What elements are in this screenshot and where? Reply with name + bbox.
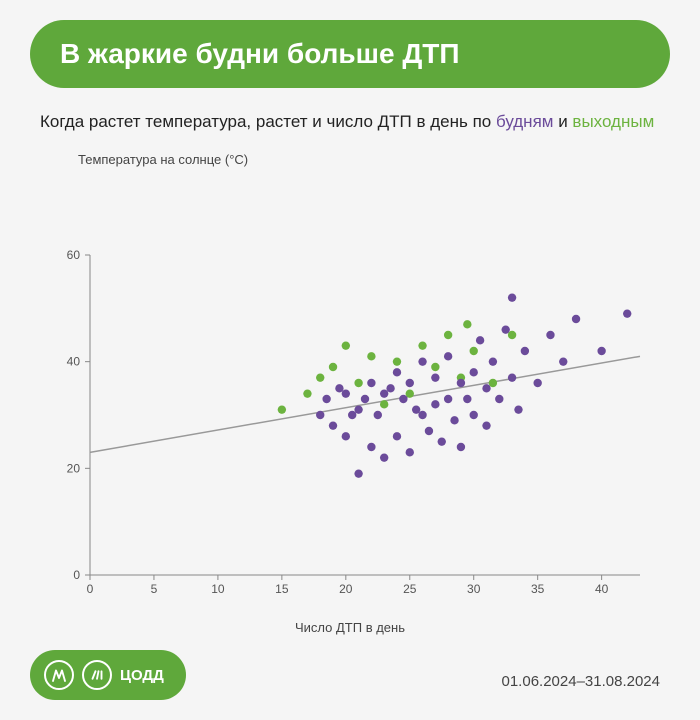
- date-range: 01.06.2024–31.08.2024: [502, 673, 661, 690]
- subtitle-prefix: Когда растет температура, растет и число…: [40, 112, 496, 131]
- page-title: В жаркие будни больше ДТП: [60, 38, 460, 69]
- svg-text:5: 5: [151, 582, 158, 596]
- scatter-chart: 0 20 40 60 0 5 10 15 20 25 30 35 40: [50, 245, 650, 605]
- svg-text:20: 20: [67, 461, 81, 475]
- y-axis-label: Температура на солнце (°C): [78, 152, 700, 167]
- org-badge: ЦОДД: [30, 650, 186, 700]
- x-axis-label: Число ДТП в день: [0, 620, 700, 635]
- subtitle-weekday-word: будням: [496, 112, 554, 131]
- org-label: ЦОДД: [120, 667, 164, 684]
- svg-text:30: 30: [467, 582, 481, 596]
- svg-text:15: 15: [275, 582, 289, 596]
- header-pill: В жаркие будни больше ДТП: [30, 20, 670, 88]
- road-icon: [82, 660, 112, 690]
- svg-text:20: 20: [339, 582, 353, 596]
- subtitle-weekend-word: выходным: [572, 112, 654, 131]
- svg-text:10: 10: [211, 582, 225, 596]
- svg-text:60: 60: [67, 248, 81, 262]
- subtitle: Когда растет температура, растет и число…: [40, 110, 660, 134]
- svg-text:40: 40: [67, 355, 81, 369]
- metro-icon: [44, 660, 74, 690]
- svg-text:0: 0: [73, 568, 80, 582]
- svg-text:40: 40: [595, 582, 609, 596]
- subtitle-conj: и: [553, 112, 572, 131]
- svg-text:35: 35: [531, 582, 545, 596]
- svg-text:0: 0: [87, 582, 94, 596]
- svg-text:25: 25: [403, 582, 417, 596]
